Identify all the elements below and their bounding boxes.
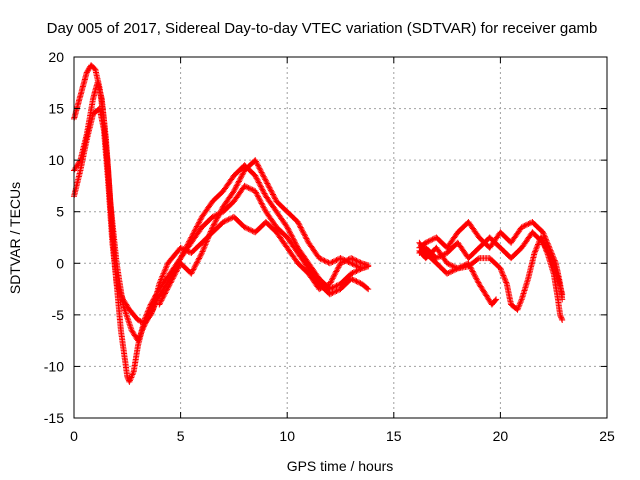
x-tick-label: 20 (493, 428, 509, 444)
data-series (416, 234, 566, 323)
x-axis-label: GPS time / hours (287, 458, 394, 474)
axis-ticks: 0 5 10 15 20 25 -15 -10 -5 0 5 10 15 20 (44, 49, 615, 444)
x-tick-label: 15 (386, 428, 402, 444)
y-tick-label: 20 (48, 49, 64, 65)
plus-markers (416, 234, 566, 323)
x-tick-label: 10 (279, 428, 295, 444)
y-tick-label: 0 (56, 255, 64, 271)
y-axis-label: SDTVAR / TECUs (7, 182, 23, 294)
chart-title: Day 005 of 2017, Sidereal Day-to-day VTE… (47, 20, 598, 37)
y-tick-label: -15 (44, 410, 64, 426)
plot-frame (73, 56, 608, 419)
plus-markers (156, 157, 365, 308)
y-tick-label: -5 (52, 307, 65, 323)
data-series (156, 157, 365, 308)
y-tick-label: 15 (48, 101, 64, 117)
x-tick-label: 25 (599, 428, 615, 444)
x-tick-label: 0 (70, 428, 78, 444)
y-tick-label: 10 (48, 152, 64, 168)
plot-area (71, 62, 566, 385)
y-tick-label: 5 (56, 204, 64, 220)
y-tick-label: -10 (44, 358, 64, 374)
x-tick-label: 5 (177, 428, 185, 444)
